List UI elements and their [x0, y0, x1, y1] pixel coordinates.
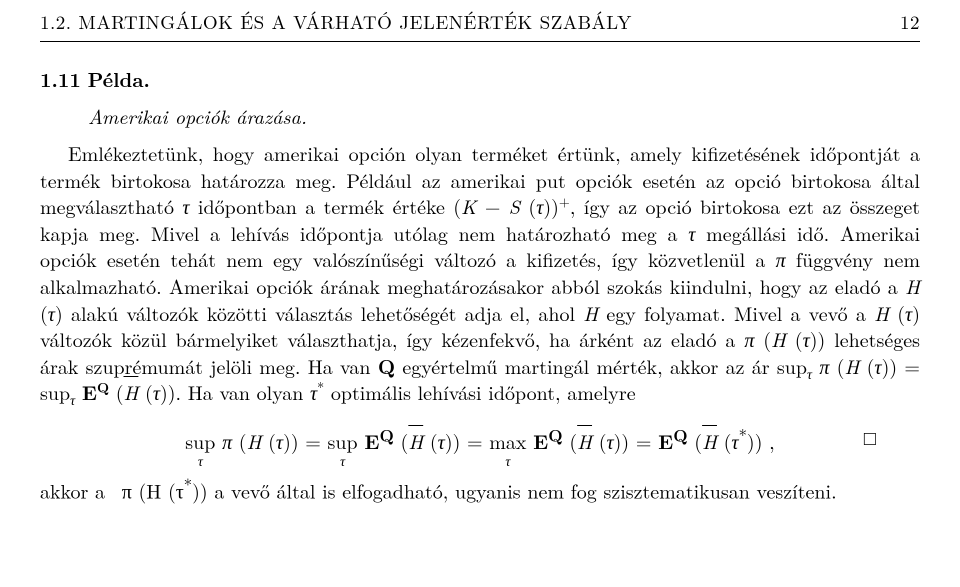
body-paragraph: Emlékeztetünk, hogy amerikai opción olya…	[40, 140, 920, 406]
equation-content: supτ π (H (τ)) = supτ EQ (H (τ)) = maxτ …	[185, 426, 774, 455]
final-line: akkor a π (H (τ*)) a vevő által is elfog…	[40, 473, 920, 504]
example-subtitle: Amerikai opciók árazása.	[88, 101, 920, 130]
example-label: Példa.	[88, 64, 150, 93]
display-equation: supτ π (H (τ)) = supτ EQ (H (τ)) = maxτ …	[40, 422, 920, 455]
qed-symbol: □	[864, 422, 876, 451]
example-heading: 1.11 Példa.	[40, 64, 920, 93]
example-number: 1.11	[40, 64, 81, 93]
running-header: 1.2. MARTINGÁLOK ÉS A VÁRHATÓ JELENÉRTÉK…	[40, 8, 920, 42]
document-page: 1.2. MARTINGÁLOK ÉS A VÁRHATÓ JELENÉRTÉK…	[0, 0, 960, 587]
header-title: 1.2. MARTINGÁLOK ÉS A VÁRHATÓ JELENÉRTÉK…	[40, 8, 632, 35]
header-page-number: 12	[900, 8, 920, 35]
